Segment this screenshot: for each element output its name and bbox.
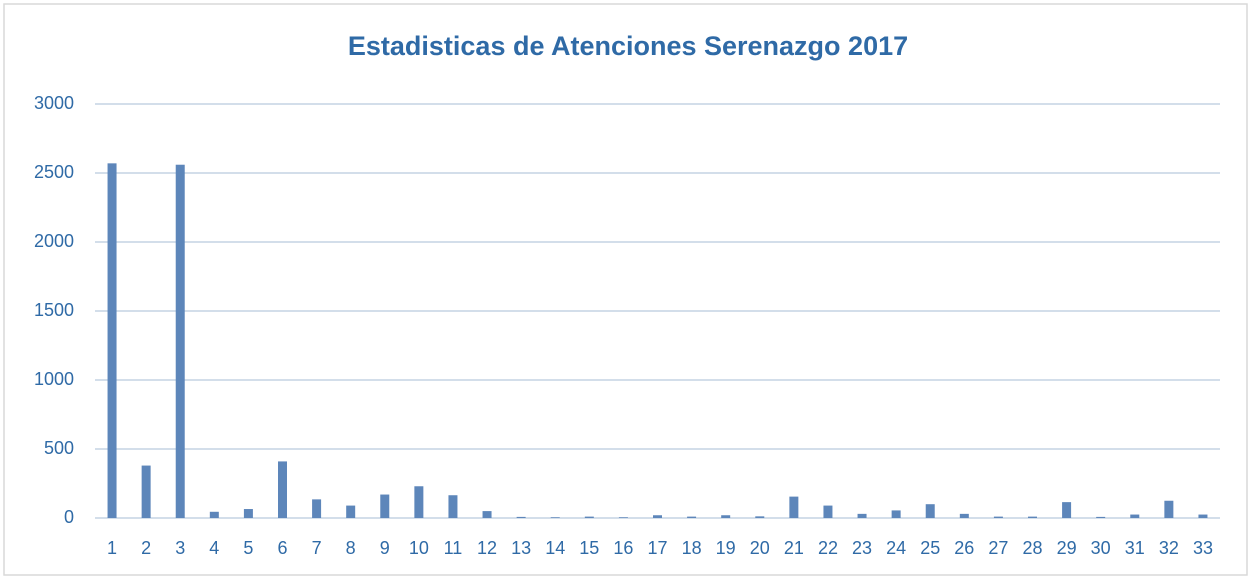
- x-tick-label: 6: [277, 538, 287, 558]
- x-tick-label: 19: [716, 538, 736, 558]
- x-tick-label: 23: [852, 538, 872, 558]
- x-tick-label: 33: [1193, 538, 1213, 558]
- bar: [346, 505, 356, 518]
- bar: [278, 461, 287, 518]
- x-tick-label: 21: [784, 538, 804, 558]
- bar: [653, 515, 662, 518]
- x-tick-label: 9: [380, 538, 390, 558]
- chart-border: [3, 3, 1248, 576]
- x-tick-label: 24: [886, 538, 906, 558]
- y-tick-label: 1500: [34, 300, 74, 320]
- bar: [550, 517, 560, 518]
- x-tick-label: 11: [444, 538, 463, 558]
- bar: [141, 465, 151, 518]
- x-tick-label: 22: [818, 538, 838, 558]
- x-tick-label: 31: [1125, 538, 1145, 558]
- bar: [789, 496, 799, 518]
- bar: [1028, 516, 1037, 518]
- x-tick-label: 30: [1091, 538, 1111, 558]
- x-tick-label: 26: [954, 538, 974, 558]
- bar: [1164, 500, 1174, 518]
- bar: [857, 513, 867, 518]
- y-tick-label: 2000: [34, 231, 74, 251]
- x-tick-label: 20: [750, 538, 770, 558]
- x-tick-label: 13: [511, 538, 531, 558]
- y-tick-label: 2500: [34, 162, 74, 182]
- x-tick-label: 28: [1022, 538, 1042, 558]
- bar: [243, 509, 253, 518]
- x-tick-label: 27: [988, 538, 1008, 558]
- bar: [823, 505, 833, 518]
- x-tick-label: 17: [647, 538, 667, 558]
- bar: [584, 516, 594, 518]
- x-tick-label: 1: [107, 538, 117, 558]
- x-tick-label: 14: [545, 538, 565, 558]
- x-tick-label: 16: [613, 538, 633, 558]
- x-tick-label: 4: [209, 538, 219, 558]
- chart-title: Estadisticas de Atenciones Serenazgo 201…: [348, 31, 908, 61]
- x-tick-label: 12: [477, 538, 497, 558]
- bar: [1096, 516, 1106, 518]
- bar: [107, 163, 117, 518]
- bar: [891, 510, 901, 518]
- bar: [516, 516, 526, 518]
- bar: [448, 495, 458, 518]
- bar: [959, 513, 969, 518]
- bar: [209, 511, 219, 518]
- bar: [618, 517, 628, 518]
- bar: [482, 511, 492, 518]
- y-tick-label: 1000: [34, 369, 74, 389]
- y-tick-label: 3000: [34, 93, 74, 113]
- y-tick-label: 0: [64, 507, 74, 527]
- bar: [414, 486, 424, 518]
- x-tick-label: 32: [1159, 538, 1179, 558]
- x-tick-label: 29: [1057, 538, 1077, 558]
- bar: [380, 494, 390, 518]
- x-tick-label: 10: [409, 538, 429, 558]
- bar: [1198, 514, 1208, 518]
- x-tick-label: 7: [312, 538, 322, 558]
- x-tick-label: 18: [682, 538, 702, 558]
- bar: [312, 499, 322, 518]
- bar: [993, 516, 1003, 518]
- bar: [175, 164, 185, 518]
- x-tick-label: 25: [920, 538, 940, 558]
- bar: [721, 515, 731, 518]
- y-tick-label: 500: [44, 438, 74, 458]
- bar: [925, 504, 935, 518]
- bar: [755, 516, 765, 518]
- x-tick-label: 5: [243, 538, 253, 558]
- bar: [1062, 502, 1072, 518]
- bar: [1130, 514, 1140, 518]
- x-tick-label: 15: [579, 538, 599, 558]
- x-tick-label: 2: [141, 538, 151, 558]
- x-tick-label: 8: [346, 538, 356, 558]
- bar: [687, 516, 697, 518]
- x-tick-label: 3: [175, 538, 185, 558]
